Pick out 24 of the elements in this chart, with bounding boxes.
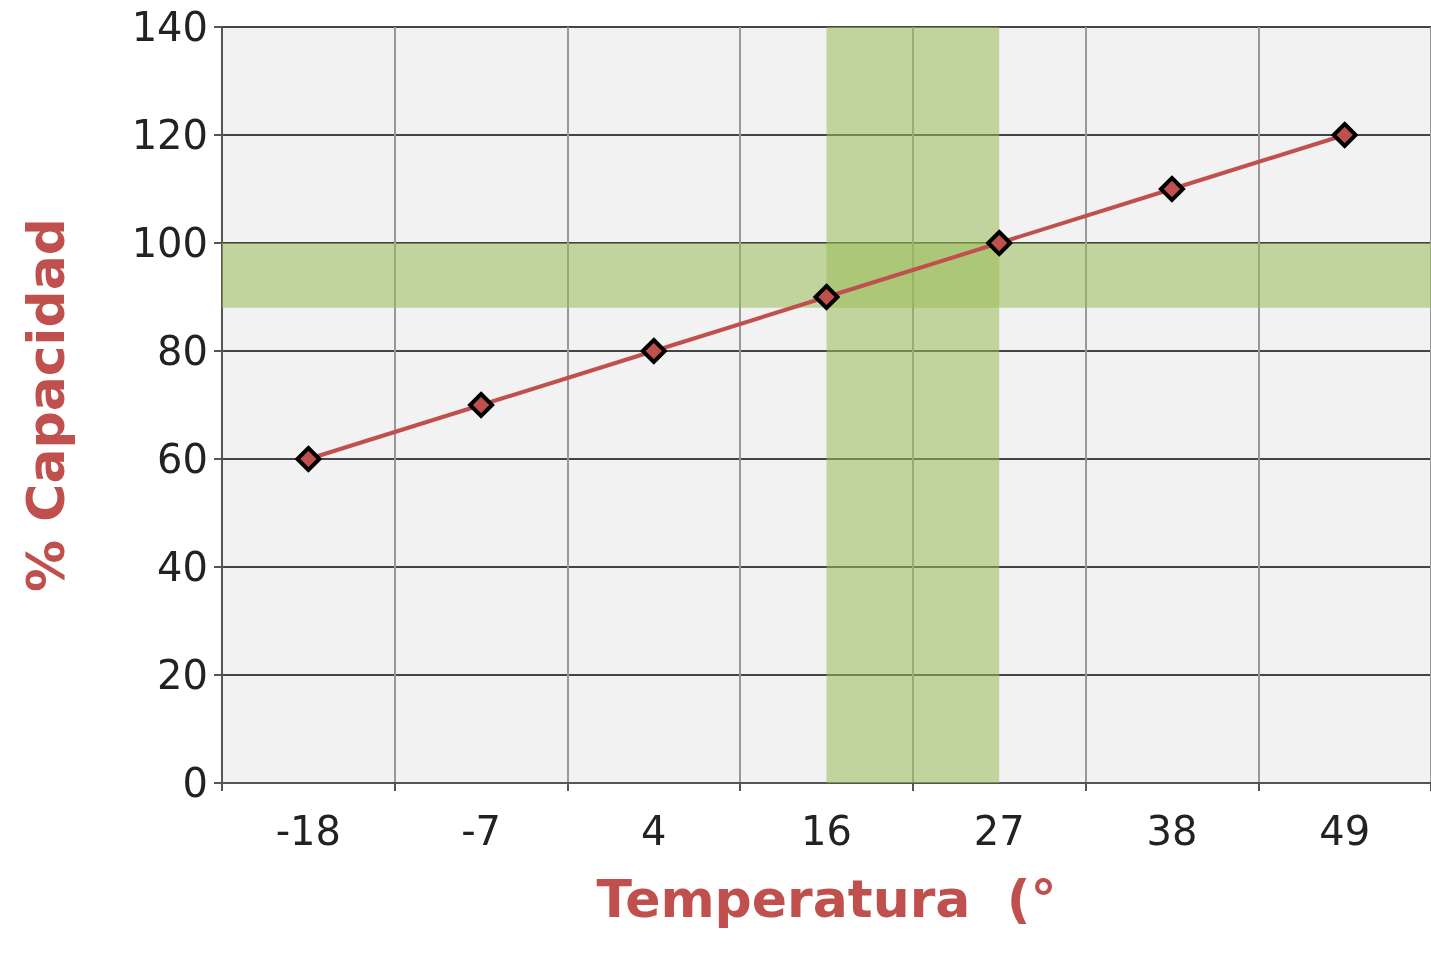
y-tick-label: 20: [157, 652, 208, 698]
point: [813, 284, 840, 310]
point: [295, 446, 322, 472]
x-tick-label: 49: [1319, 808, 1371, 854]
point: [986, 230, 1013, 256]
x-tick-label: 38: [1146, 808, 1198, 854]
y-axis-title: % Capacidad: [16, 218, 76, 592]
y-tick-label: 60: [157, 436, 208, 482]
y-tick-label: 0: [182, 760, 208, 806]
y-tick-label: 80: [157, 328, 208, 374]
point: [640, 338, 667, 364]
point: [1158, 176, 1185, 202]
y-tick-label: 120: [131, 112, 208, 158]
y-tick-label: 140: [131, 4, 208, 50]
point: [1331, 122, 1358, 148]
x-axis-title: Temperatura (°: [596, 869, 1057, 929]
x-tick-label: 4: [641, 808, 667, 854]
x-tick-label: 27: [973, 808, 1025, 854]
y-tick-label: 40: [157, 544, 208, 590]
x-tick-label: -7: [461, 808, 502, 854]
x-tick-label: 16: [801, 808, 852, 854]
y-tick-label: 100: [131, 220, 208, 266]
x-tick-label: -18: [275, 808, 342, 854]
point: [468, 392, 495, 418]
